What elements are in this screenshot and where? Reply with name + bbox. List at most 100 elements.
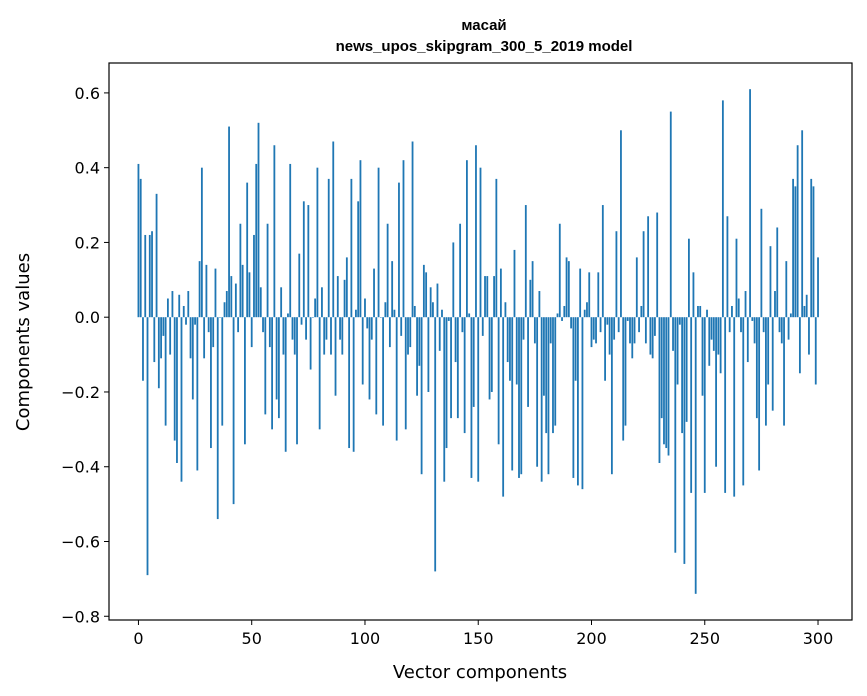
bar — [157, 317, 160, 389]
bar — [812, 186, 815, 318]
x-tick-label: 0 — [133, 629, 143, 648]
bar — [445, 317, 448, 449]
bar — [466, 160, 468, 318]
y-axis-label: Components values — [13, 253, 34, 431]
bar — [778, 317, 781, 333]
bar — [234, 283, 237, 318]
bar — [504, 302, 507, 318]
bar — [524, 205, 527, 318]
bar — [776, 227, 779, 318]
bar — [753, 317, 756, 344]
bar — [644, 317, 647, 344]
bar — [540, 317, 543, 482]
bar — [631, 317, 634, 359]
bar — [518, 317, 520, 478]
bar — [586, 302, 588, 318]
bar — [737, 298, 740, 318]
bar — [731, 305, 733, 318]
x-axis-label: Vector components — [393, 662, 567, 683]
bar — [171, 291, 174, 318]
bar — [470, 317, 473, 478]
bar — [200, 167, 203, 318]
bar — [545, 317, 548, 434]
y-tick-label: 0.2 — [75, 233, 100, 252]
bar — [341, 317, 344, 355]
bar — [468, 313, 471, 318]
bar — [690, 317, 693, 493]
bar — [330, 317, 332, 355]
bar — [640, 305, 643, 318]
bar — [332, 141, 335, 318]
bar — [409, 317, 412, 348]
bar — [189, 317, 192, 359]
bar — [160, 317, 162, 359]
bar — [321, 287, 323, 318]
bar — [583, 309, 586, 318]
bar — [298, 253, 301, 318]
bar — [783, 317, 785, 426]
bar — [164, 317, 167, 426]
bar — [205, 264, 208, 318]
bar — [721, 100, 724, 318]
bar — [767, 317, 770, 385]
bar — [484, 276, 486, 318]
bar — [271, 317, 273, 430]
bar — [422, 264, 425, 318]
bar — [216, 317, 219, 520]
bar — [153, 317, 156, 363]
x-tick-label: 200 — [576, 629, 607, 648]
y-tick-label: −0.4 — [61, 458, 100, 477]
bar — [708, 317, 711, 366]
bar — [758, 317, 761, 471]
bar — [572, 317, 575, 478]
bar — [765, 317, 767, 426]
bar — [785, 261, 788, 318]
bar — [323, 317, 326, 355]
bar — [590, 317, 593, 348]
x-tick-label: 150 — [463, 629, 494, 648]
bar — [277, 317, 280, 419]
bar — [355, 309, 357, 318]
chart-title: масай — [461, 17, 506, 34]
bar — [699, 305, 702, 318]
bar — [282, 317, 285, 355]
bar — [357, 201, 360, 318]
bar — [230, 276, 233, 318]
bar — [674, 317, 677, 553]
bar — [638, 317, 640, 333]
bar — [343, 279, 346, 318]
bar — [658, 317, 661, 463]
bar — [386, 223, 389, 318]
bar — [250, 317, 253, 348]
bar — [148, 234, 151, 318]
bar — [198, 261, 201, 318]
bar — [434, 317, 437, 572]
bar — [683, 317, 686, 564]
bar — [667, 317, 670, 456]
bar — [808, 317, 810, 355]
bar — [257, 122, 260, 318]
bar — [273, 145, 276, 318]
bar — [379, 317, 382, 318]
bar — [302, 201, 305, 318]
bar — [588, 272, 591, 318]
bar — [327, 178, 330, 318]
bar — [561, 317, 563, 321]
bar — [810, 178, 813, 318]
y-tick-label: 0.6 — [75, 84, 100, 103]
bar — [262, 317, 264, 333]
bar — [246, 182, 249, 318]
bar — [499, 268, 502, 318]
bar — [300, 317, 303, 325]
bar — [420, 317, 423, 475]
bar — [672, 317, 674, 351]
bar — [617, 317, 620, 333]
bar — [137, 163, 140, 318]
bar — [796, 145, 799, 318]
bar — [688, 238, 690, 318]
bar — [601, 205, 604, 318]
bar — [425, 272, 428, 318]
bar — [481, 317, 484, 336]
bar — [280, 287, 283, 318]
